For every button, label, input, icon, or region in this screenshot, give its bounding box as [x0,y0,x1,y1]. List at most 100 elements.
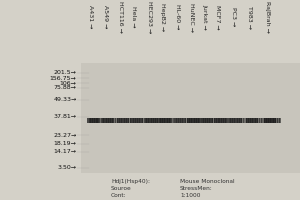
Text: A549 →: A549 → [103,5,108,29]
FancyBboxPatch shape [99,118,100,123]
FancyBboxPatch shape [117,118,118,123]
FancyBboxPatch shape [250,118,251,123]
FancyBboxPatch shape [270,118,271,123]
FancyBboxPatch shape [264,118,276,123]
Text: Jurkat →: Jurkat → [202,4,207,30]
FancyBboxPatch shape [190,118,191,123]
FancyBboxPatch shape [221,118,222,123]
Text: HuNEC →: HuNEC → [188,3,194,32]
FancyBboxPatch shape [176,118,177,123]
FancyBboxPatch shape [242,118,243,123]
FancyBboxPatch shape [125,118,126,123]
Text: HEC293 →: HEC293 → [146,1,152,33]
FancyBboxPatch shape [148,118,149,123]
FancyBboxPatch shape [96,118,97,123]
FancyBboxPatch shape [264,118,265,123]
FancyBboxPatch shape [266,118,267,123]
FancyBboxPatch shape [187,118,200,123]
FancyBboxPatch shape [162,118,163,123]
Text: 18.19→: 18.19→ [54,141,76,146]
FancyBboxPatch shape [272,118,273,123]
FancyBboxPatch shape [104,118,105,123]
FancyBboxPatch shape [229,118,242,123]
FancyBboxPatch shape [171,118,172,123]
FancyBboxPatch shape [175,118,176,123]
FancyBboxPatch shape [138,118,139,123]
FancyBboxPatch shape [246,118,258,123]
FancyBboxPatch shape [179,118,180,123]
FancyBboxPatch shape [96,118,97,123]
FancyBboxPatch shape [142,118,143,123]
FancyBboxPatch shape [163,118,164,123]
FancyBboxPatch shape [266,118,267,123]
FancyBboxPatch shape [102,118,103,123]
FancyBboxPatch shape [247,118,248,123]
FancyBboxPatch shape [243,118,244,123]
FancyBboxPatch shape [169,118,170,123]
FancyBboxPatch shape [171,118,172,123]
FancyBboxPatch shape [216,118,217,123]
FancyBboxPatch shape [241,118,242,123]
FancyBboxPatch shape [262,118,263,123]
FancyBboxPatch shape [197,118,198,123]
FancyBboxPatch shape [230,118,231,123]
FancyBboxPatch shape [126,118,127,123]
FancyBboxPatch shape [247,118,248,123]
FancyBboxPatch shape [142,118,143,123]
FancyBboxPatch shape [183,118,184,123]
Text: 23.27→: 23.27→ [53,133,76,138]
FancyBboxPatch shape [139,118,140,123]
FancyBboxPatch shape [218,118,219,123]
FancyBboxPatch shape [121,118,122,123]
FancyBboxPatch shape [145,118,158,123]
FancyBboxPatch shape [213,118,214,123]
FancyBboxPatch shape [259,118,260,123]
FancyBboxPatch shape [191,118,192,123]
FancyBboxPatch shape [201,118,202,123]
Text: 75.88→: 75.88→ [54,85,76,90]
FancyBboxPatch shape [110,118,111,123]
FancyBboxPatch shape [199,118,200,123]
FancyBboxPatch shape [185,118,186,123]
FancyBboxPatch shape [244,118,245,123]
FancyBboxPatch shape [215,118,216,123]
FancyBboxPatch shape [253,118,254,123]
FancyBboxPatch shape [278,118,279,123]
FancyBboxPatch shape [106,118,107,123]
FancyBboxPatch shape [200,118,201,123]
FancyBboxPatch shape [182,118,183,123]
FancyBboxPatch shape [164,118,165,123]
FancyBboxPatch shape [135,118,136,123]
FancyBboxPatch shape [160,118,161,123]
FancyBboxPatch shape [260,118,261,123]
FancyBboxPatch shape [174,118,175,123]
Text: 14.17→: 14.17→ [53,149,76,154]
FancyBboxPatch shape [223,118,224,123]
FancyBboxPatch shape [100,118,101,123]
FancyBboxPatch shape [132,118,133,123]
FancyBboxPatch shape [190,118,191,123]
FancyBboxPatch shape [108,118,109,123]
FancyBboxPatch shape [98,118,99,123]
FancyBboxPatch shape [207,118,208,123]
FancyBboxPatch shape [249,118,250,123]
FancyBboxPatch shape [119,118,120,123]
FancyBboxPatch shape [162,118,163,123]
FancyBboxPatch shape [175,118,176,123]
FancyBboxPatch shape [241,118,242,123]
FancyBboxPatch shape [252,118,253,123]
FancyBboxPatch shape [252,118,253,123]
FancyBboxPatch shape [233,118,234,123]
FancyBboxPatch shape [203,118,204,123]
FancyBboxPatch shape [159,118,160,123]
FancyBboxPatch shape [124,118,125,123]
FancyBboxPatch shape [203,118,204,123]
FancyBboxPatch shape [152,118,153,123]
FancyBboxPatch shape [258,118,259,123]
FancyBboxPatch shape [158,118,159,123]
FancyBboxPatch shape [141,118,142,123]
FancyBboxPatch shape [88,118,89,123]
FancyBboxPatch shape [90,118,91,123]
FancyBboxPatch shape [119,118,120,123]
Text: Hela →: Hela → [131,6,136,28]
